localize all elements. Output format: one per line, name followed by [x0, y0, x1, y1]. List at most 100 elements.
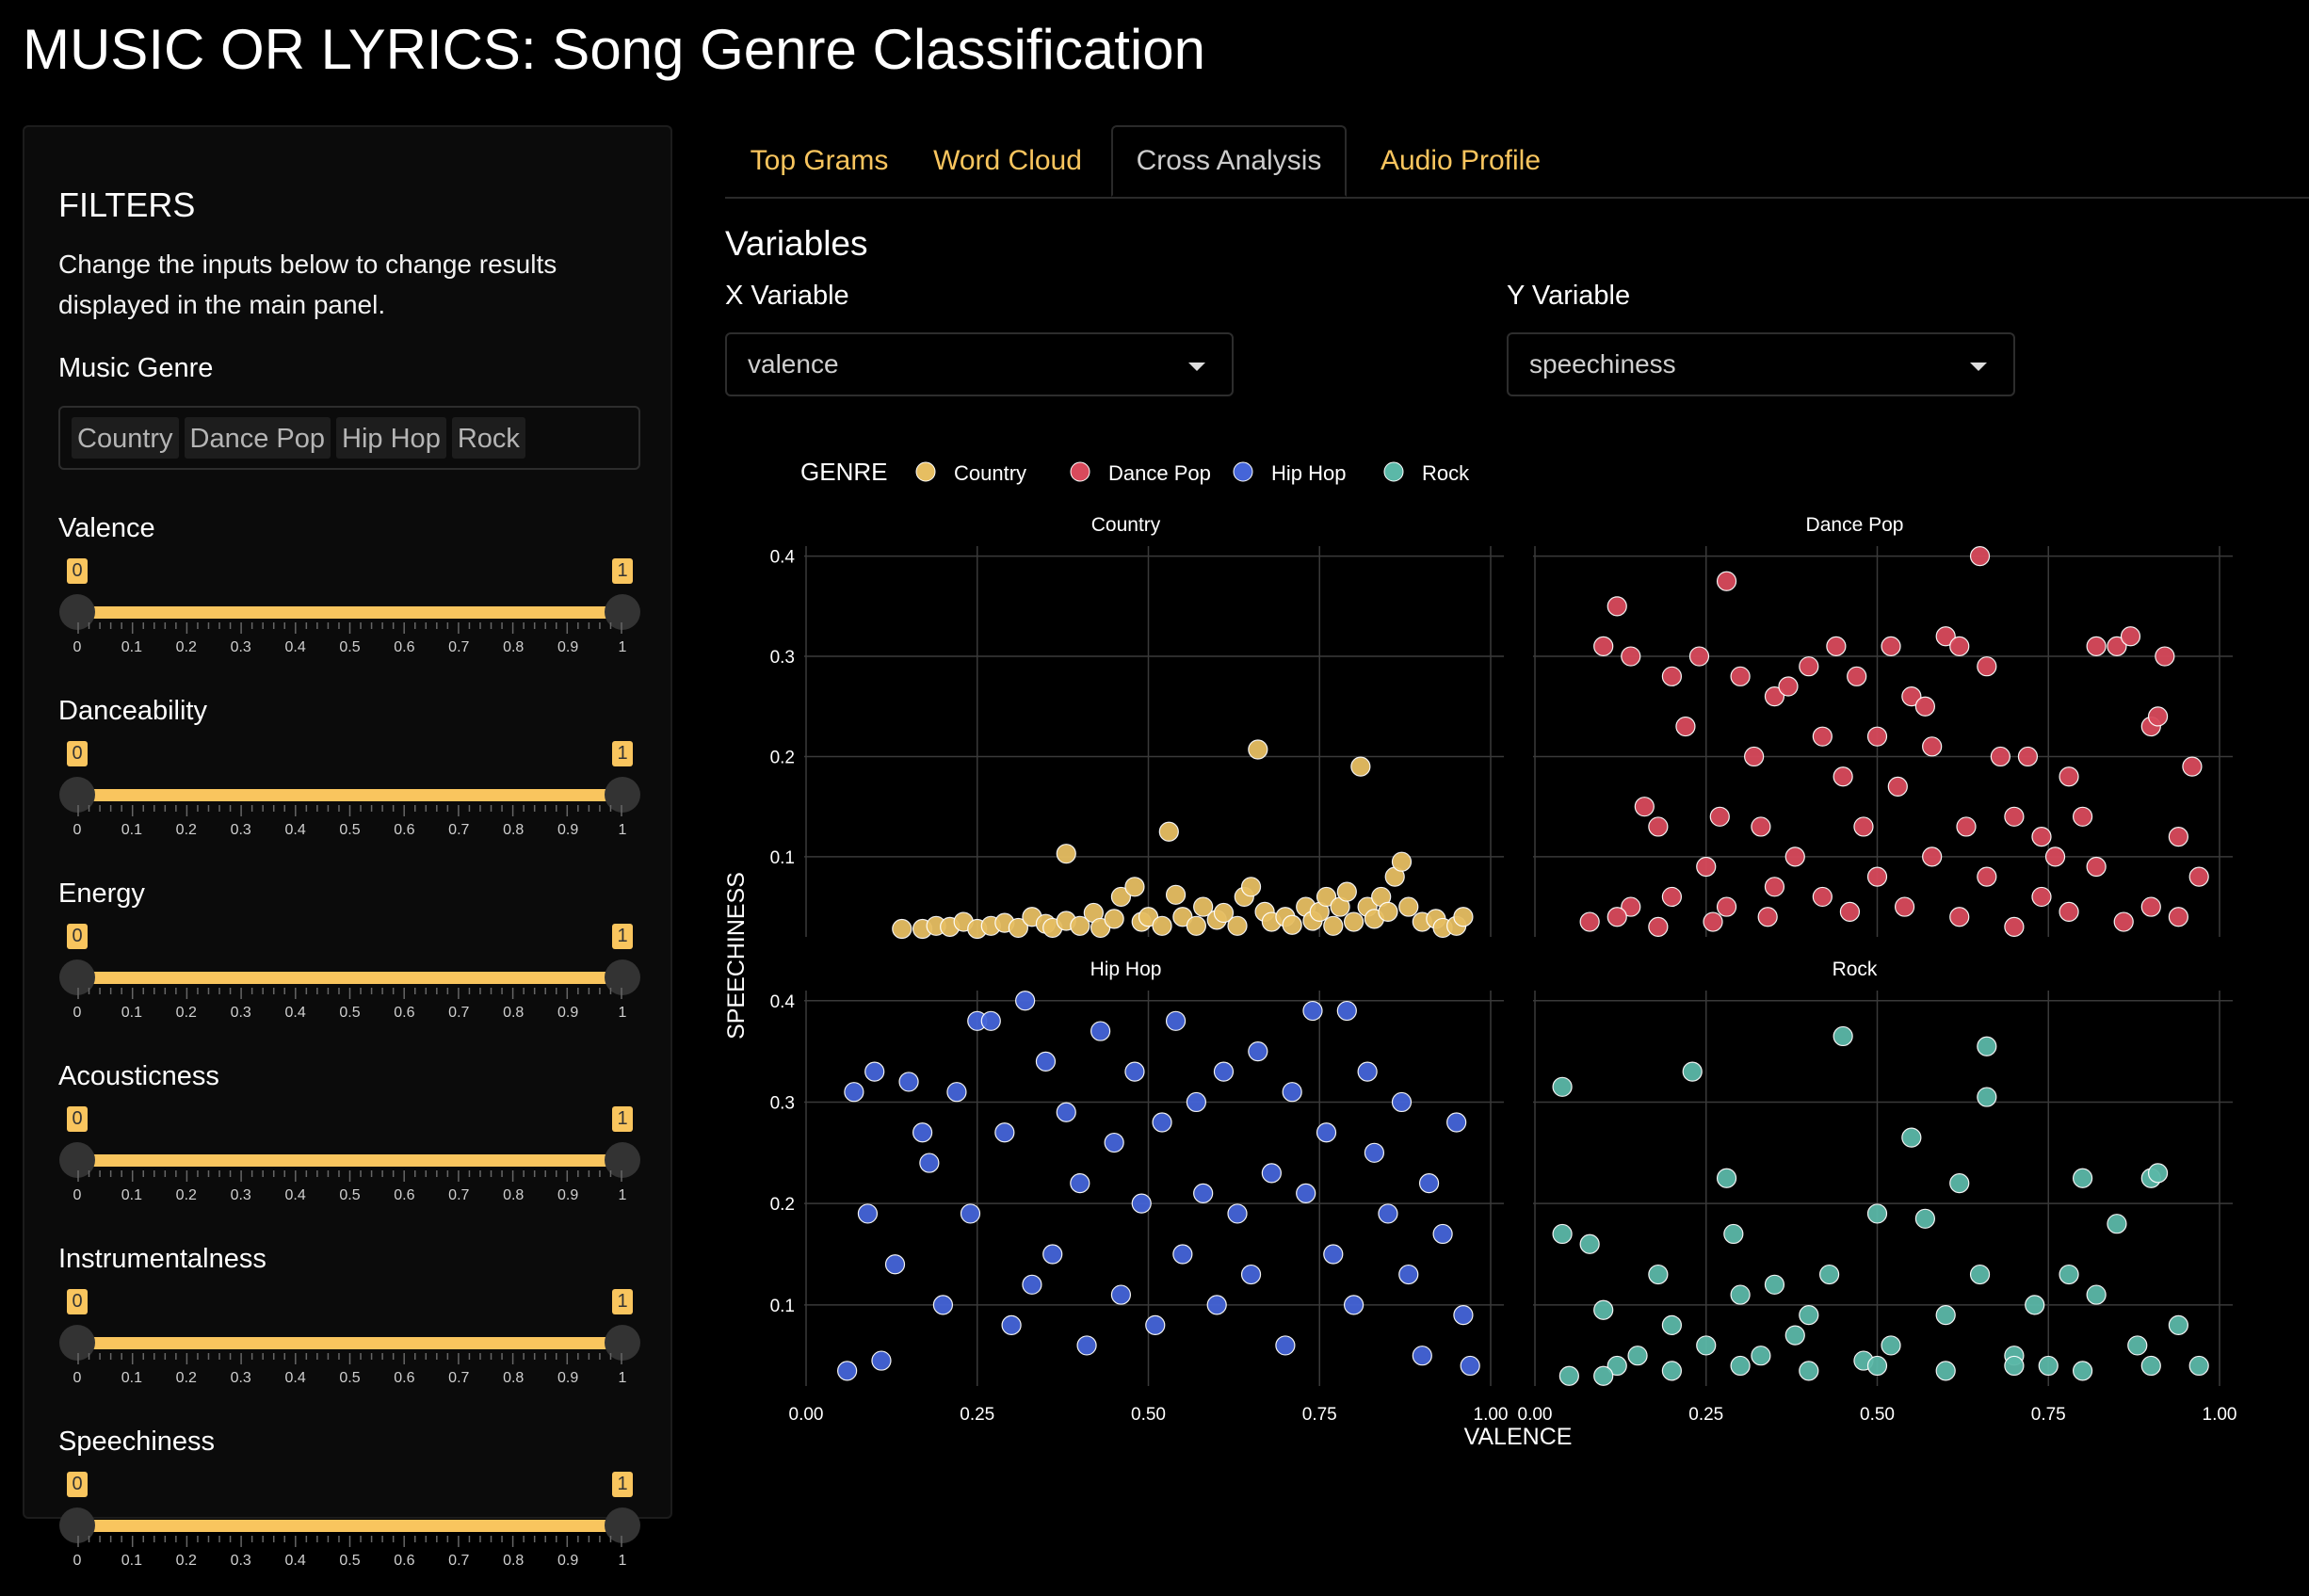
x-variable-label: X Variable	[725, 281, 849, 311]
data-point	[1812, 886, 1833, 908]
slider-energy[interactable]: Energy 0 1 0 0.1 0.2 0.3 0.4 0.5 0.6 0.7 0.8 0.9 1	[58, 879, 652, 1048]
slider-tick-label: 0	[73, 1370, 82, 1386]
y-tick-label: 0.4	[770, 548, 796, 568]
slider-tick-label: 0.2	[175, 1553, 197, 1569]
slider-label: Valence	[58, 513, 155, 543]
y-axis-title: SPEECHINESS	[723, 872, 750, 1040]
data-point	[1977, 1087, 1997, 1107]
data-point	[1008, 917, 1028, 939]
x-variable-select[interactable]: valence	[725, 332, 1234, 396]
slider-tick-label: 0.4	[284, 1370, 306, 1386]
data-point	[2147, 706, 2169, 727]
tab-word-cloud[interactable]: Word Cloud	[933, 145, 1082, 176]
data-point	[1227, 915, 1248, 936]
slider-track[interactable]	[77, 1520, 622, 1532]
data-point	[2188, 1355, 2209, 1377]
slider-acousticness[interactable]: Acousticness 0 1 0 0.1 0.2 0.3 0.4 0.5 0.6 0.7 0.8 0…	[58, 1061, 652, 1231]
tab-audio-profile[interactable]: Audio Profile	[1380, 145, 1542, 176]
slider-tick-labels: 0 0.1 0.2 0.3 0.4 0.5 0.6 0.7 0.8 0.9 1	[58, 1187, 652, 1208]
data-point	[1316, 1122, 1337, 1143]
slider-label: Danceability	[58, 696, 207, 726]
data-point	[1104, 909, 1124, 929]
slider-tick-label: 1	[618, 639, 627, 655]
data-point	[1240, 877, 1262, 897]
data-point	[1001, 1314, 1022, 1335]
data-point	[1819, 1264, 1840, 1285]
genre-chip-hip-hop[interactable]: Hip Hop	[336, 417, 446, 459]
data-point	[1730, 1284, 1751, 1305]
data-point	[1323, 1244, 1344, 1265]
slider-danceability[interactable]: Danceability 0 1 0 0.1 0.2 0.3 0.4 0.5 0.6 0.7 0.8 0…	[58, 696, 652, 865]
slider-tick-label: 0.3	[230, 1005, 251, 1021]
data-point	[980, 1010, 1001, 1031]
data-point	[1839, 901, 1861, 922]
slider-tick-label: 0.2	[175, 822, 197, 838]
slider-tick-label: 0.5	[339, 1370, 361, 1386]
x-tick-label: 0.50	[1131, 1405, 1166, 1425]
data-point	[1682, 1061, 1703, 1082]
slider-track[interactable]	[77, 606, 622, 619]
data-point	[1015, 991, 1036, 1011]
data-point	[1977, 656, 1997, 677]
data-point	[1607, 1355, 1627, 1377]
y-variable-value: speechiness	[1529, 349, 1676, 379]
y-variable-label: Y Variable	[1507, 281, 1631, 311]
music-genre-select[interactable]: Country Dance Pop Hip Hop Rock	[58, 406, 640, 470]
data-point	[1784, 1325, 1805, 1346]
x-tick-label: 1.00	[1474, 1405, 1509, 1425]
data-point	[898, 1072, 919, 1092]
x-tick-label: 0.75	[2031, 1405, 2066, 1425]
data-point	[1723, 1223, 1744, 1245]
slider-label: Instrumentalness	[58, 1244, 266, 1274]
y-variable-select[interactable]: speechiness	[1507, 332, 2015, 396]
slider-track[interactable]	[77, 1337, 622, 1349]
data-point	[2017, 746, 2039, 767]
slider-speechiness[interactable]: Speechiness 0 1 0 0.1 0.2 0.3 0.4 0.5 0.6 0.7 0.8 0.…	[58, 1427, 652, 1596]
data-point	[1453, 907, 1474, 927]
slider-tick-label: 0.9	[557, 1370, 579, 1386]
slider-tick-label: 0.1	[121, 1187, 143, 1203]
data-point	[2127, 1335, 2148, 1356]
data-point	[2004, 806, 2025, 827]
data-point	[2031, 826, 2052, 847]
data-point	[2004, 916, 2025, 937]
data-point	[1661, 886, 1683, 908]
data-point	[1826, 636, 1847, 657]
slider-track[interactable]	[77, 1154, 622, 1167]
data-point	[1398, 1264, 1419, 1285]
y-tick-label: 0.2	[770, 1195, 795, 1215]
data-point	[1213, 1061, 1235, 1082]
data-point	[1922, 846, 1943, 867]
data-point	[2031, 886, 2052, 908]
data-point	[857, 1203, 879, 1224]
panel-title: Dance Pop	[1806, 514, 1904, 536]
slider-valence[interactable]: Valence 0 1 0 0.1 0.2 0.3 0.4 0.5 0.6 0.7 0.8 0.9 1	[58, 513, 652, 683]
data-point	[1866, 726, 1888, 747]
slider-tick-label: 0.3	[230, 822, 251, 838]
data-point	[1165, 1010, 1187, 1031]
data-point	[2140, 1355, 2161, 1377]
data-point	[1730, 1355, 1751, 1377]
tab-top-grams[interactable]: Top Grams	[750, 145, 889, 176]
data-point	[2188, 866, 2209, 887]
x-tick-label: 0.00	[1518, 1405, 1553, 1425]
tab-cross-analysis[interactable]: Cross Analysis	[1111, 125, 1347, 197]
slider-instrumentalness[interactable]: Instrumentalness 0 1 0 0.1 0.2 0.3 0.4 0.5 0.6 0.7…	[58, 1244, 652, 1413]
slider-tick-label: 0.6	[394, 639, 415, 655]
data-point	[1764, 686, 1785, 707]
data-point	[1949, 907, 1970, 927]
slider-track[interactable]	[77, 789, 622, 801]
genre-chip-country[interactable]: Country	[72, 417, 179, 459]
data-point	[1784, 846, 1805, 867]
data-point	[1744, 746, 1765, 767]
data-point	[1812, 726, 1833, 747]
data-point	[1847, 666, 1867, 686]
data-point	[1110, 1284, 1132, 1305]
slider-max-value: 1	[612, 924, 633, 949]
data-point	[1881, 636, 1901, 657]
data-point	[871, 1350, 892, 1371]
data-point	[1131, 1193, 1152, 1214]
slider-track[interactable]	[77, 972, 622, 984]
genre-chip-dance-pop[interactable]: Dance Pop	[184, 417, 331, 459]
genre-chip-rock[interactable]: Rock	[451, 417, 525, 459]
